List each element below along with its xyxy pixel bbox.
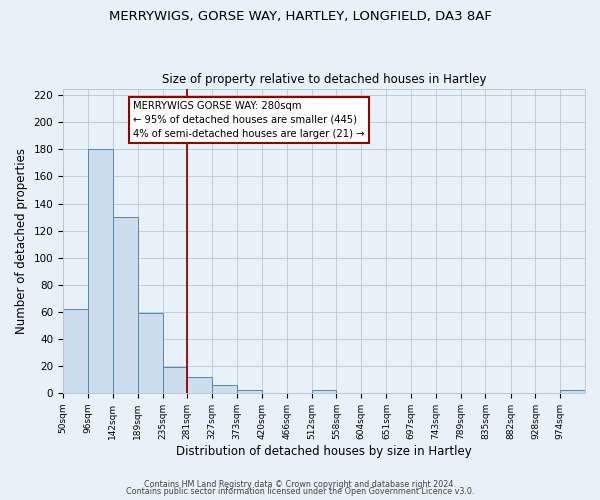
- Bar: [113, 217, 138, 393]
- Text: Contains public sector information licensed under the Open Government Licence v3: Contains public sector information licen…: [126, 487, 474, 496]
- Bar: [63, 309, 88, 393]
- Bar: [237, 390, 262, 393]
- Text: MERRYWIGS, GORSE WAY, HARTLEY, LONGFIELD, DA3 8AF: MERRYWIGS, GORSE WAY, HARTLEY, LONGFIELD…: [109, 10, 491, 23]
- Text: MERRYWIGS GORSE WAY: 280sqm
← 95% of detached houses are smaller (445)
4% of sem: MERRYWIGS GORSE WAY: 280sqm ← 95% of det…: [133, 100, 365, 138]
- Bar: [212, 384, 237, 393]
- Bar: [560, 390, 585, 393]
- Bar: [163, 367, 187, 393]
- Bar: [138, 313, 163, 393]
- Text: Contains HM Land Registry data © Crown copyright and database right 2024.: Contains HM Land Registry data © Crown c…: [144, 480, 456, 489]
- Bar: [311, 390, 337, 393]
- Title: Size of property relative to detached houses in Hartley: Size of property relative to detached ho…: [162, 73, 486, 86]
- X-axis label: Distribution of detached houses by size in Hartley: Distribution of detached houses by size …: [176, 444, 472, 458]
- Bar: [88, 150, 113, 393]
- Bar: [187, 376, 212, 393]
- Y-axis label: Number of detached properties: Number of detached properties: [15, 148, 28, 334]
